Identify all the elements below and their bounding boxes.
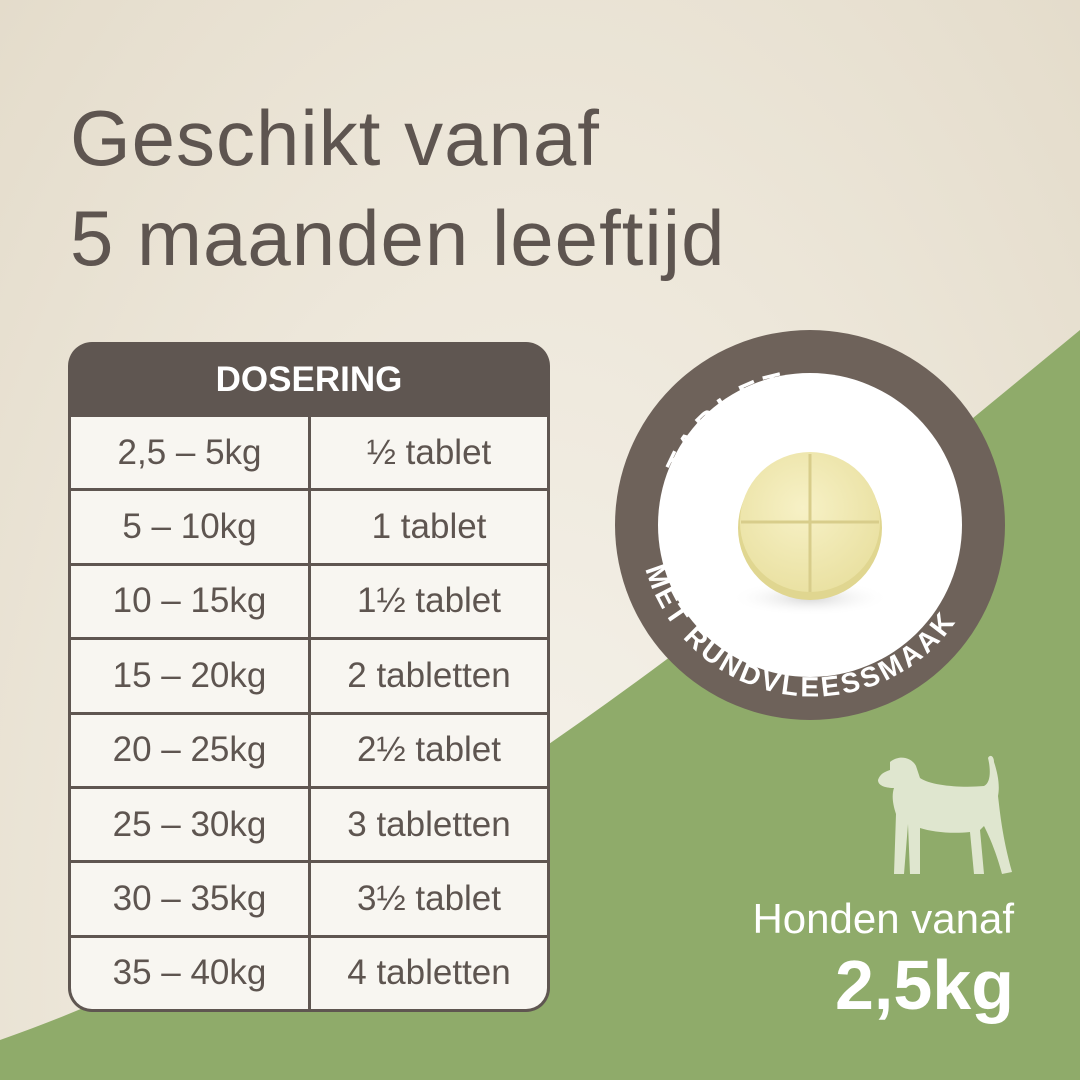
table-row: 25 – 30kg 3 tabletten [71, 788, 547, 861]
table-row: 2,5 – 5kg ½ tablet [71, 417, 547, 489]
dosage-table: DOSERING 2,5 – 5kg ½ tablet 5 – 10kg 1 tabl… [68, 342, 550, 1012]
table-row: 20 – 25kg 2½ tablet [71, 714, 547, 786]
weight-cell: 25 – 30kg [71, 788, 308, 861]
dose-cell: 1 tablet [311, 491, 547, 563]
table-row: 10 – 15kg 1½ tablet [71, 565, 547, 638]
headline: Geschikt vanaf 5 maanden leeftijd [70, 88, 725, 288]
weight-cell: 10 – 15kg [71, 565, 308, 638]
dose-cell: 3½ tablet [311, 863, 547, 935]
tablet-badge: TABLET MET RUNDVLEESSMAAK [615, 330, 1005, 720]
dose-cell: 4 tabletten [311, 937, 547, 1009]
dose-cell: 1½ tablet [311, 565, 547, 638]
headline-line-1: Geschikt vanaf [70, 94, 600, 182]
dose-cell: ½ tablet [311, 417, 547, 489]
table-row: 30 – 35kg 3½ tablet [71, 863, 547, 935]
dose-cell: 2½ tablet [311, 714, 547, 786]
weight-cell: 5 – 10kg [71, 491, 308, 563]
dog-label: Honden vanaf [752, 895, 1014, 942]
weight-cell: 30 – 35kg [71, 863, 308, 935]
tablet-image [738, 452, 882, 600]
table-header: DOSERING [215, 359, 403, 399]
table-row: 35 – 40kg 4 tabletten [71, 937, 547, 1009]
weight-cell: 20 – 25kg [71, 714, 308, 786]
weight-cell: 15 – 20kg [71, 640, 308, 712]
weight-cell: 2,5 – 5kg [71, 417, 308, 489]
dose-cell: 2 tabletten [311, 640, 547, 712]
table-row: 15 – 20kg 2 tabletten [71, 640, 547, 712]
dog-silhouette-icon [878, 755, 1012, 874]
dose-cell: 3 tabletten [311, 788, 547, 861]
headline-line-2: 5 maanden leeftijd [70, 194, 726, 282]
table-row: 5 – 10kg 1 tablet [71, 491, 547, 563]
min-weight: 2,5kg [835, 946, 1014, 1024]
weight-cell: 35 – 40kg [71, 937, 308, 1009]
